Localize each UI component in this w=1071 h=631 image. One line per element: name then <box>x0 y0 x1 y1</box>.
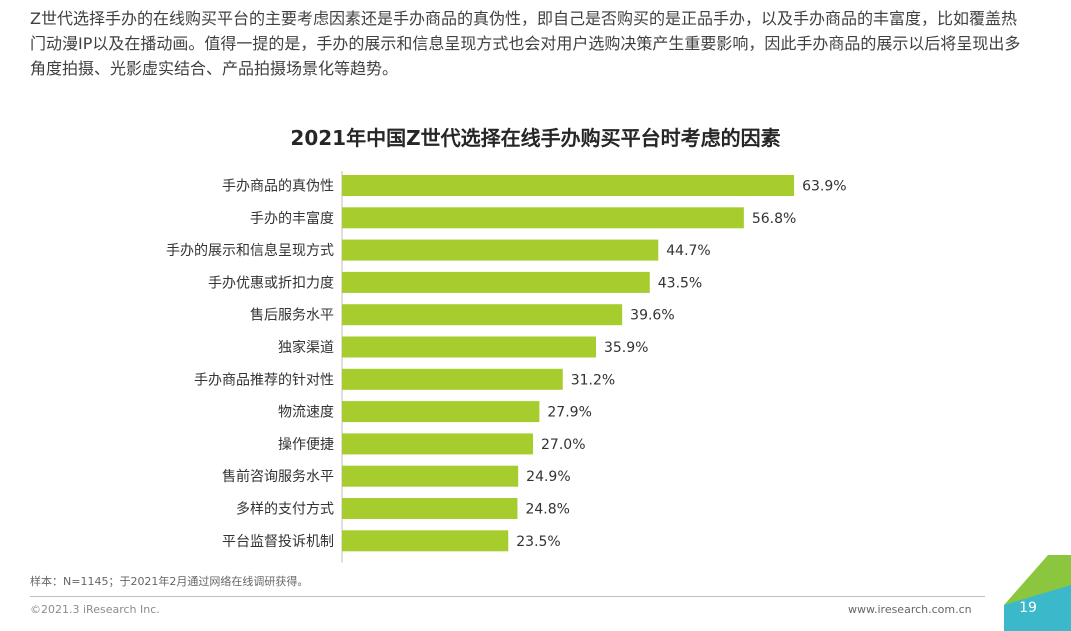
value-label-3: 44.7% <box>666 243 710 259</box>
bar-3 <box>342 239 659 261</box>
website-link[interactable]: www.iresearch.com.cn <box>848 603 972 616</box>
category-label-6: 独家渠道 <box>278 339 334 356</box>
page-corner-badge <box>1004 555 1071 631</box>
intro-paragraph: Z世代选择手办的在线购买平台的主要考虑因素还是手办商品的真伪性，即自己是否购买的… <box>30 9 1021 78</box>
category-label-3: 手办的展示和信息呈现方式 <box>166 242 334 259</box>
bar-6 <box>342 336 596 358</box>
value-label-11: 24.8% <box>525 502 569 518</box>
value-label-10: 24.9% <box>526 469 570 485</box>
category-label-1: 手办商品的真伪性 <box>222 179 334 195</box>
bar-1 <box>342 175 795 196</box>
value-label-12: 23.5% <box>516 534 560 550</box>
category-label-2: 手办的丰富度 <box>250 210 334 227</box>
category-label-10: 售前咨询服务水平 <box>222 468 334 485</box>
category-label-7: 手办商品推荐的针对性 <box>194 372 334 388</box>
category-label-12: 平台监督投诉机制 <box>222 534 334 550</box>
value-label-8: 27.9% <box>547 405 591 421</box>
bar-11 <box>342 498 518 519</box>
category-label-4: 手办优惠或折扣力度 <box>208 275 334 291</box>
copyright-text: ©2021.3 iResearch Inc. <box>30 603 160 616</box>
bar-7 <box>342 368 563 390</box>
category-label-8: 物流速度 <box>278 405 334 421</box>
category-label-5: 售后服务水平 <box>250 308 334 324</box>
value-label-1: 63.9% <box>802 179 846 195</box>
badge-teal-triangle <box>1004 585 1071 631</box>
sample-note: 样本：N=1145；于2021年2月通过网络在线调研获得。 <box>30 575 309 588</box>
footer-divider <box>30 596 985 597</box>
bar-8 <box>342 401 540 423</box>
value-label-7: 31.2% <box>571 372 615 388</box>
bar-9 <box>342 433 534 455</box>
value-label-4: 43.5% <box>658 275 702 291</box>
page-number: 19 <box>1019 600 1037 616</box>
bar-10 <box>342 465 519 487</box>
category-label-11: 多样的支付方式 <box>236 501 334 518</box>
bar-12 <box>342 530 509 552</box>
bar-5 <box>342 304 623 326</box>
value-label-2: 56.8% <box>752 211 796 227</box>
chart-title: 2021年中国Z世代选择在线手办购买平台时考虑的因素 <box>290 126 781 150</box>
bar-4 <box>342 271 650 293</box>
value-label-5: 39.6% <box>630 308 674 324</box>
bar-2 <box>342 207 744 229</box>
value-label-9: 27.0% <box>541 437 585 453</box>
value-label-6: 35.9% <box>604 340 648 356</box>
category-label-9: 操作便捷 <box>278 437 334 453</box>
